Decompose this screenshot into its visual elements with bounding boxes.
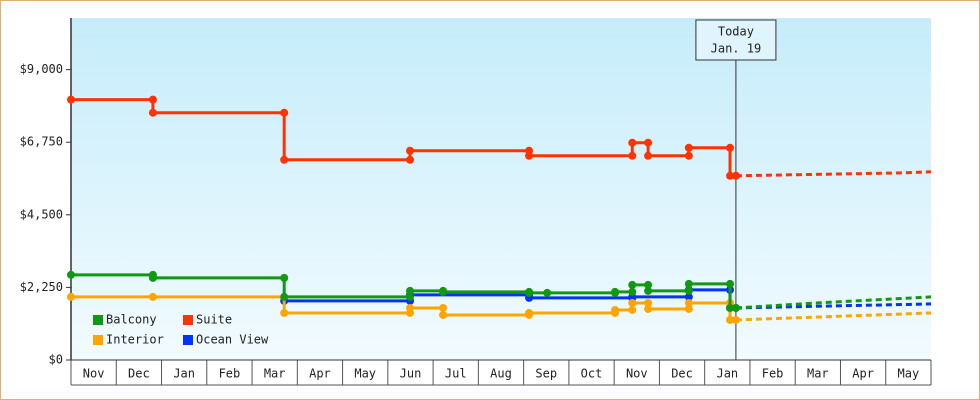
x-tick-label: Mar [807, 367, 829, 381]
data-point [543, 288, 552, 297]
data-point [644, 151, 653, 160]
data-point [525, 151, 534, 160]
y-tick-label: $2,250 [20, 280, 63, 294]
data-point [406, 146, 415, 155]
series-line [71, 98, 736, 178]
data-point [644, 304, 653, 313]
y-tick-label: $0 [49, 353, 63, 367]
data-point [439, 303, 448, 312]
data-point [628, 287, 637, 296]
data-point [406, 155, 415, 164]
data-point [148, 273, 157, 282]
data-point [644, 138, 653, 147]
data-point [280, 108, 289, 117]
y-tick-label: $4,500 [20, 207, 63, 221]
data-point [525, 288, 534, 297]
data-point [406, 286, 415, 295]
x-tick-label: May [354, 367, 376, 381]
x-tick-label: Feb [762, 367, 784, 381]
x-tick-label: Jan [716, 367, 738, 381]
data-point [628, 151, 637, 160]
data-point [280, 292, 289, 301]
data-point [439, 310, 448, 319]
x-tick-label: Nov [626, 367, 648, 381]
x-tick-label: Apr [852, 367, 874, 381]
data-point [148, 95, 157, 104]
data-point [148, 292, 157, 301]
data-point [684, 286, 693, 295]
y-tick-label: $6,750 [20, 135, 63, 149]
legend-swatch [93, 335, 103, 345]
data-point [731, 171, 740, 180]
data-point [731, 303, 740, 312]
data-point [684, 279, 693, 288]
data-point [628, 138, 637, 147]
x-tick-label: Jun [400, 367, 422, 381]
data-point [406, 292, 415, 301]
x-tick-label: Dec [671, 367, 693, 381]
data-point [148, 108, 157, 117]
today-label: Today [718, 25, 754, 39]
legend-label: Interior [106, 333, 164, 347]
data-point [67, 95, 75, 104]
data-point [644, 286, 653, 295]
data-point [525, 308, 534, 317]
x-tick-label: Sep [535, 367, 557, 381]
data-point [611, 287, 620, 296]
forecast-line [735, 311, 932, 322]
data-point [644, 298, 653, 307]
data-point [684, 292, 693, 301]
x-tick-label: Feb [219, 367, 241, 381]
y-tick-label: $9,000 [20, 62, 63, 76]
x-tick-label: Apr [309, 367, 331, 381]
x-tick-label: Jul [445, 367, 467, 381]
data-point [628, 305, 637, 314]
legend-swatch [93, 315, 103, 325]
today-box [695, 19, 777, 61]
data-point [280, 155, 289, 164]
plot-area [71, 18, 931, 360]
x-tick-label: Dec [128, 367, 150, 381]
data-point [280, 308, 289, 317]
legend-label: Suite [196, 313, 232, 327]
legend-swatch [183, 335, 193, 345]
data-point [644, 280, 653, 289]
data-point [439, 287, 448, 296]
x-tick-label: Oct [581, 367, 603, 381]
x-tick-label: Nov [83, 367, 105, 381]
x-tick-label: Aug [490, 367, 512, 381]
data-point [67, 292, 75, 301]
x-tick-label: May [898, 367, 920, 381]
data-point [726, 171, 735, 180]
data-point [684, 298, 693, 307]
today-date: Jan. 19 [711, 42, 762, 56]
data-point [731, 315, 740, 324]
data-point [628, 298, 637, 307]
data-point [684, 151, 693, 160]
data-point [684, 304, 693, 313]
data-point [611, 305, 620, 314]
x-tick-label: Mar [264, 367, 286, 381]
x-tick-label: Jan [173, 367, 195, 381]
data-point [726, 279, 735, 288]
data-point [280, 273, 289, 282]
data-point [726, 303, 735, 312]
data-point [726, 143, 735, 152]
legend-label: Ocean View [196, 333, 269, 347]
forecast-line [735, 295, 932, 310]
forecast-line [735, 170, 932, 178]
data-point [726, 315, 735, 324]
data-point [684, 143, 693, 152]
data-point [406, 303, 415, 312]
data-point [628, 280, 637, 289]
data-point [67, 270, 75, 279]
legend-label: Balcony [106, 313, 157, 327]
legend-swatch [183, 315, 193, 325]
